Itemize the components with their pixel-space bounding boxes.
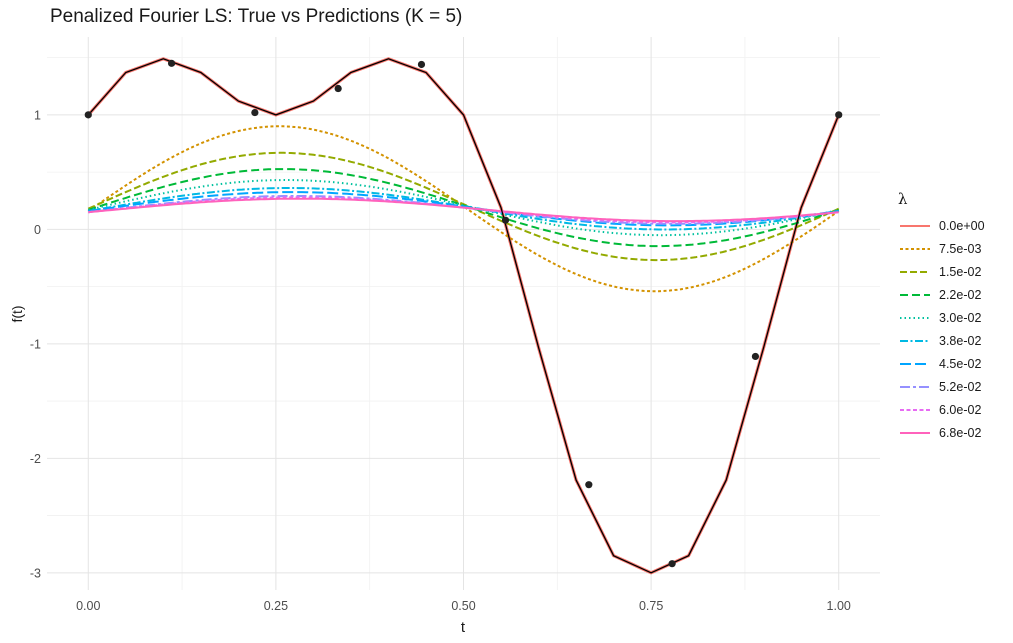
y-tick-label: -3 xyxy=(30,566,41,580)
observation-points xyxy=(84,59,843,568)
series-line-10 xyxy=(88,197,839,223)
y-axis-ticks: -3 -2 -1 0 1 xyxy=(30,108,41,580)
observation-point xyxy=(751,352,760,361)
legend-item: 4.5e-02 xyxy=(898,352,1008,375)
observation-point xyxy=(501,216,510,224)
x-tick-label: 0.75 xyxy=(639,599,663,613)
legend: λ 0.0e+00 7.5e-03 1.5e-02 2.2e-02 3.0e-02 3.8… xyxy=(898,190,1008,444)
legend-label: 2.2e-02 xyxy=(939,287,982,302)
legend-key xyxy=(900,362,930,365)
series-line-7 xyxy=(88,191,839,227)
y-tick-label: 1 xyxy=(34,108,41,122)
legend-item: 3.0e-02 xyxy=(898,306,1008,329)
series-line-3 xyxy=(87,151,840,262)
legend-item: 5.2e-02 xyxy=(898,375,1008,398)
x-axis-ticks: 0.00 0.25 0.50 0.75 1.00 xyxy=(76,599,851,613)
legend-label: 7.5e-03 xyxy=(939,241,982,256)
observation-point xyxy=(668,560,676,568)
observation-point xyxy=(585,481,593,489)
series-line-9 xyxy=(88,196,839,224)
legend-label: 6.8e-02 xyxy=(939,425,982,440)
legend-items: 0.0e+00 7.5e-03 1.5e-02 2.2e-02 3.0e-02 3.8e-… xyxy=(898,214,1008,444)
legend-label: 3.0e-02 xyxy=(939,310,982,325)
legend-item: 0.0e+00 xyxy=(898,214,1008,237)
y-tick-label: -1 xyxy=(30,337,41,351)
observation-point xyxy=(835,111,843,119)
legend-item: 7.5e-03 xyxy=(898,237,1008,260)
observation-point xyxy=(84,111,92,119)
legend-label: 4.5e-02 xyxy=(939,356,982,371)
legend-item: 1.5e-02 xyxy=(898,260,1008,283)
observation-point xyxy=(417,60,426,69)
legend-key xyxy=(900,224,930,227)
legend-label: 6.0e-02 xyxy=(939,402,982,417)
x-tick-label: 0.25 xyxy=(264,599,288,613)
observation-point xyxy=(334,84,342,93)
legend-key xyxy=(900,408,930,411)
y-tick-label: 0 xyxy=(34,223,41,237)
legend-key xyxy=(900,431,930,434)
grid-major-lines xyxy=(47,37,880,590)
legend-item: 3.8e-02 xyxy=(898,329,1008,352)
legend-item: 6.0e-02 xyxy=(898,398,1008,421)
x-axis-label: t xyxy=(461,619,466,636)
y-tick-label: -2 xyxy=(30,452,41,466)
legend-item: 6.8e-02 xyxy=(898,421,1008,444)
legend-label: 5.2e-02 xyxy=(939,379,982,394)
legend-item: 2.2e-02 xyxy=(898,283,1008,306)
legend-key xyxy=(900,316,930,319)
chart-title: Penalized Fourier LS: True vs Prediction… xyxy=(50,6,463,27)
true-function-layer xyxy=(87,58,840,574)
legend-label: 3.8e-02 xyxy=(939,333,982,348)
x-tick-label: 1.00 xyxy=(827,599,851,613)
y-axis-label: f(t) xyxy=(9,305,25,322)
legend-key xyxy=(900,385,930,388)
legend-key xyxy=(900,339,930,342)
legend-key xyxy=(900,247,930,250)
series-line-4 xyxy=(87,168,840,248)
legend-key xyxy=(900,293,930,296)
true-function-line xyxy=(87,58,840,574)
observation-point xyxy=(167,59,176,67)
legend-key xyxy=(900,270,930,273)
legend-label: 0.0e+00 xyxy=(939,218,985,233)
series-line-2 xyxy=(87,125,840,293)
x-tick-label: 0.50 xyxy=(451,599,475,613)
x-tick-label: 0.00 xyxy=(76,599,100,613)
legend-title: λ xyxy=(898,190,908,208)
legend-label: 1.5e-02 xyxy=(939,264,982,279)
observation-point xyxy=(251,108,259,117)
